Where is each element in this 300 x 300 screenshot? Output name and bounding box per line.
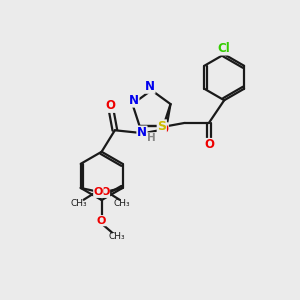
Text: O: O	[94, 188, 103, 197]
Text: N: N	[129, 94, 139, 107]
Text: O: O	[97, 216, 106, 226]
Text: CH₃: CH₃	[70, 199, 87, 208]
Text: CH₃: CH₃	[114, 199, 130, 208]
Text: O: O	[204, 139, 214, 152]
Text: CH₃: CH₃	[108, 232, 124, 241]
Text: H: H	[147, 133, 156, 143]
Text: Cl: Cl	[218, 42, 231, 55]
Text: O: O	[158, 123, 168, 136]
Text: O: O	[100, 188, 110, 197]
Text: S: S	[157, 120, 166, 133]
Text: N: N	[137, 126, 147, 139]
Text: N: N	[145, 80, 155, 93]
Text: O: O	[106, 99, 116, 112]
